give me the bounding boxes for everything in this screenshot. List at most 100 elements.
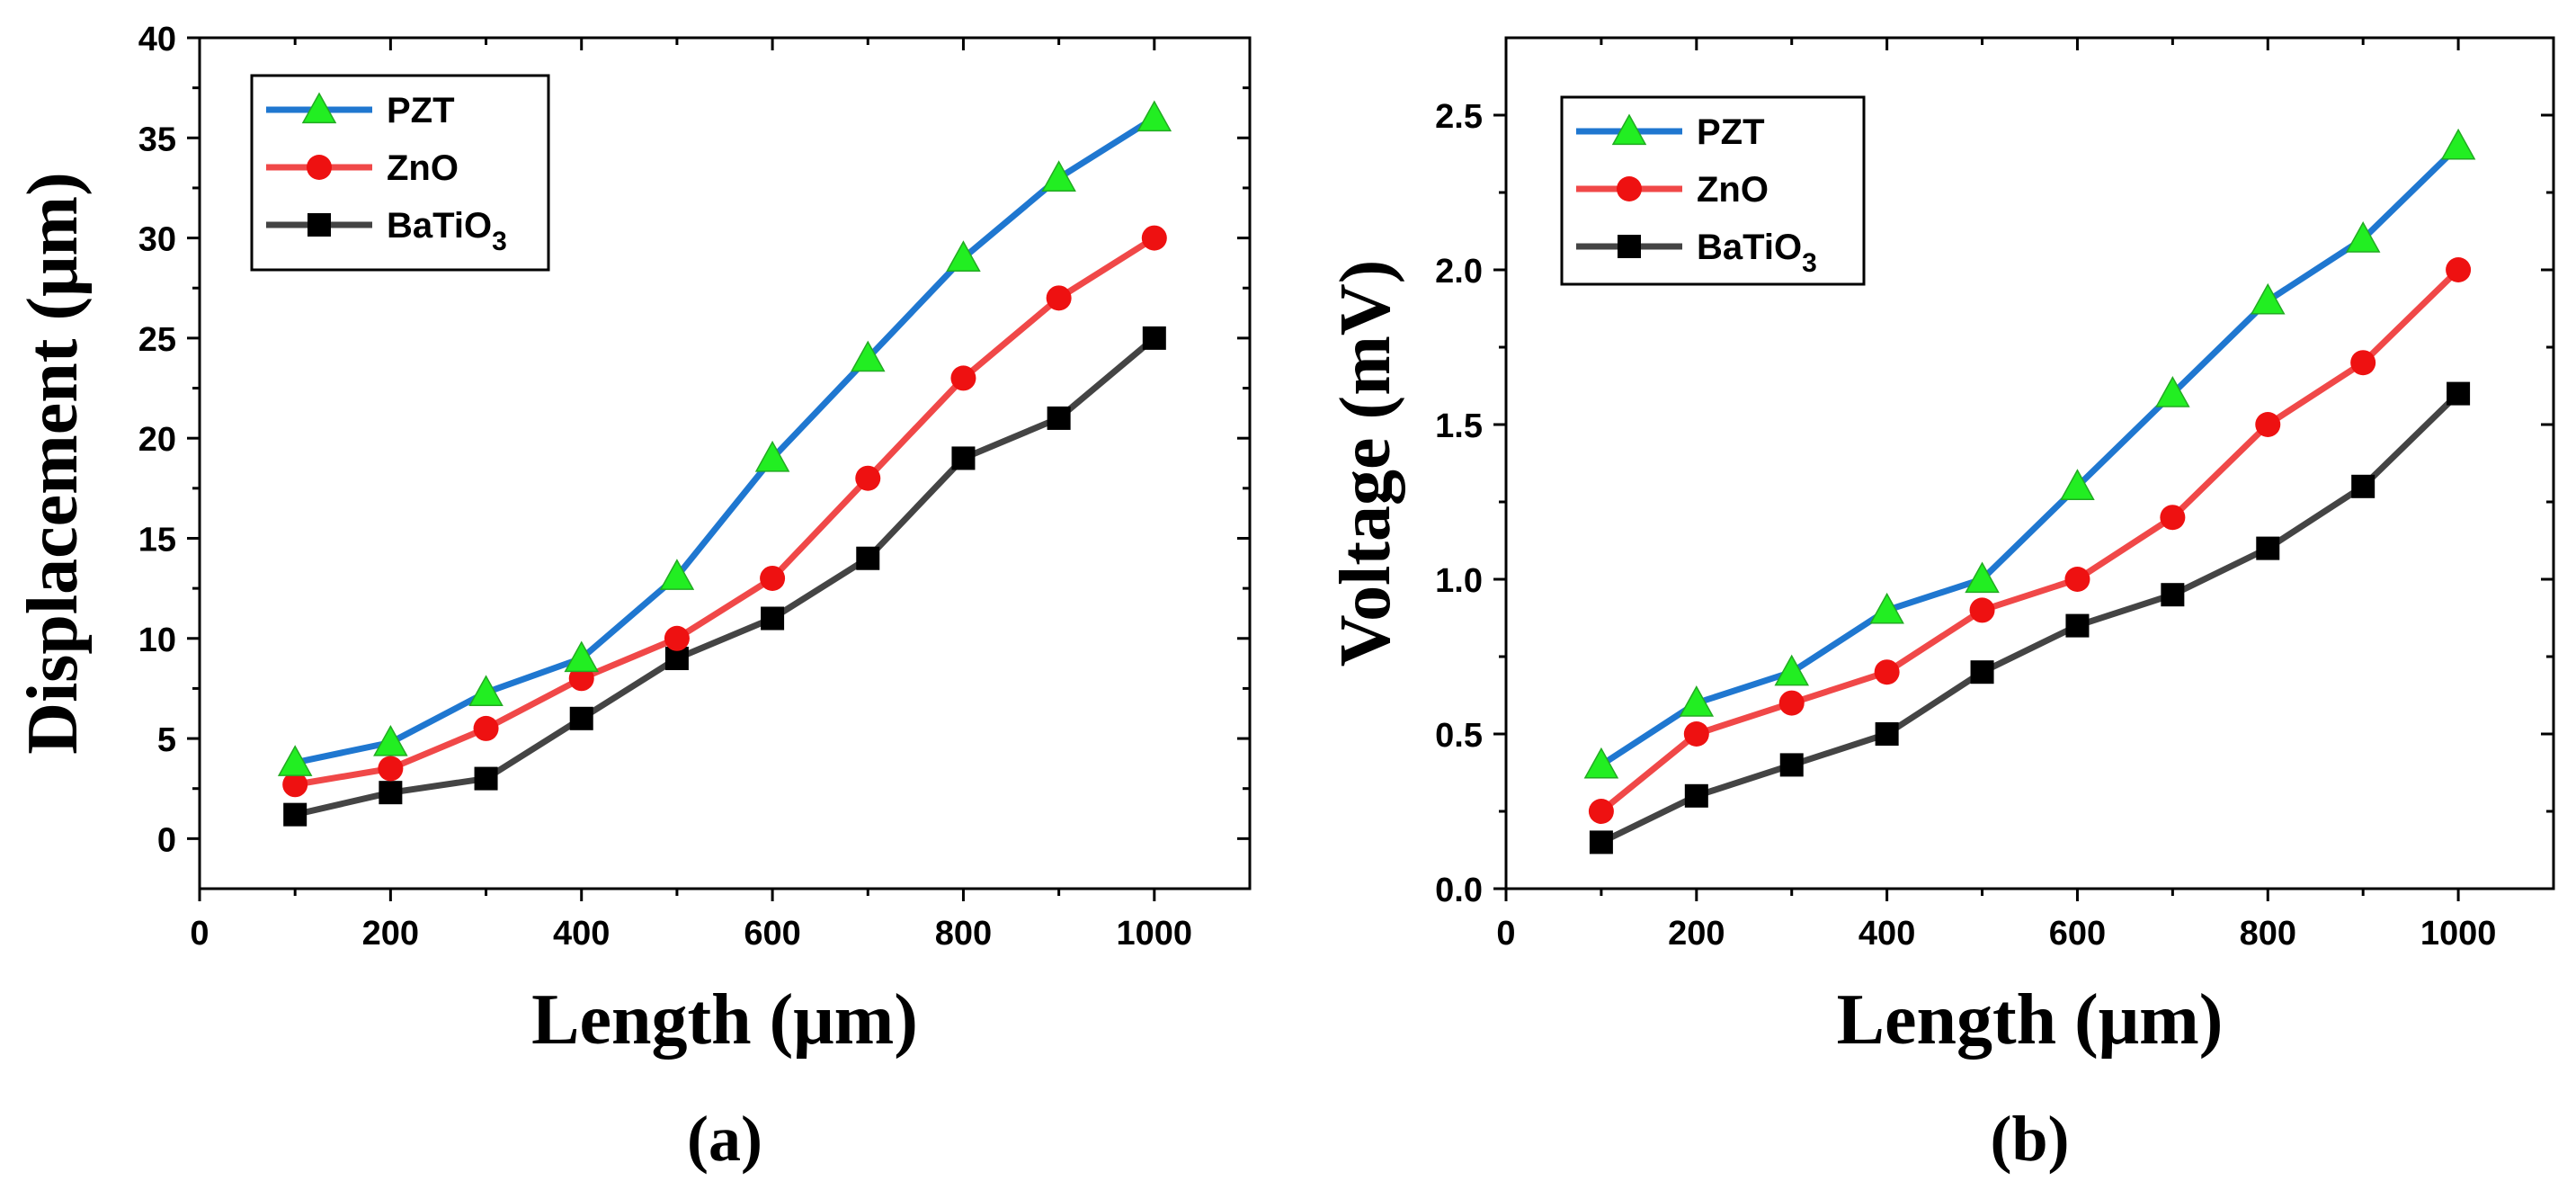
data-point — [473, 715, 499, 741]
series-line — [1600, 143, 2461, 768]
legend-label: PZT — [1697, 112, 1765, 152]
plot-frame — [1504, 36, 2555, 890]
data-point — [282, 772, 308, 798]
series-line — [1600, 391, 2461, 846]
series-zno — [282, 225, 1167, 798]
series-line — [294, 336, 1157, 819]
series-line — [294, 235, 1156, 788]
data-point — [1874, 659, 1900, 685]
data-point — [1589, 830, 1613, 854]
y-tick-label: 2.0 — [1435, 253, 1483, 291]
data-point — [856, 546, 880, 570]
data-point — [1970, 660, 1994, 684]
data-point — [1965, 561, 2000, 594]
data-point — [2161, 583, 2185, 607]
x-tick-label: 200 — [362, 915, 419, 953]
data-point — [2256, 536, 2280, 560]
y-tick-label: 1.5 — [1435, 407, 1483, 445]
series-line — [294, 115, 1156, 766]
data-point — [1583, 747, 1619, 779]
chart-panel-b: 0 200 400 600 800 1000 0.0 0.5 1.0 1.5 2.0 2.5 Lengt… — [1326, 36, 2555, 1175]
data-point — [1779, 753, 1804, 777]
data-point — [468, 675, 504, 707]
y-tick-label: 1.0 — [1435, 562, 1483, 600]
series-line — [1599, 267, 2461, 814]
x-axis-title: Length (μm) — [531, 980, 918, 1060]
x-tick-label: 800 — [935, 915, 992, 953]
legend-label-main: PZT — [387, 91, 455, 130]
x-tick-label: 800 — [2240, 915, 2296, 953]
data-point — [760, 565, 786, 591]
y-tick-label: 0.5 — [1435, 717, 1483, 755]
data-point — [1869, 592, 1904, 624]
data-point — [373, 724, 408, 756]
data-point — [277, 745, 313, 776]
legend-marker — [307, 155, 332, 180]
plot-frame — [198, 36, 1252, 890]
data-point — [1778, 690, 1805, 716]
x-tick-label: 0 — [1496, 915, 1515, 953]
legend-label: ZnO — [387, 148, 459, 188]
data-point — [379, 781, 403, 805]
data-point — [1683, 721, 1709, 747]
legend-label: BaTiO3 — [1697, 228, 1817, 278]
x-tick-label: 400 — [553, 915, 610, 953]
data-point — [2160, 505, 2186, 531]
y-tick-label: 5 — [157, 721, 176, 759]
legend-marker — [308, 213, 331, 237]
chart-panel-a: 0 200 400 600 800 1000 0 5 10 15 20 25 30 35 40 Length … — [13, 21, 1252, 1175]
data-point — [1969, 597, 1995, 623]
data-point — [1142, 326, 1166, 350]
series-batio3 — [1589, 381, 2471, 854]
data-point — [2065, 613, 2090, 638]
data-point — [2351, 474, 2375, 498]
x-tick-label: 0 — [190, 915, 209, 953]
y-tick-label: 0 — [157, 821, 176, 859]
legend-label: ZnO — [1697, 170, 1769, 210]
series-pzt — [277, 100, 1172, 776]
panel-label: (a) — [687, 1103, 762, 1175]
data-point — [761, 606, 785, 631]
data-point — [1047, 406, 1071, 430]
data-point — [850, 340, 886, 372]
legend-label: PZT — [387, 91, 455, 130]
data-point — [1136, 100, 1172, 132]
data-point — [1588, 799, 1614, 824]
x-tick-label: 600 — [744, 915, 800, 953]
series-zno — [1588, 257, 2472, 824]
data-point — [2250, 282, 2286, 315]
y-tick-label: 40 — [138, 21, 176, 58]
data-point — [2440, 128, 2476, 160]
data-point — [754, 440, 790, 472]
data-point — [1684, 783, 1708, 808]
legend-label-main: BaTiO — [1697, 228, 1802, 267]
data-point — [659, 559, 695, 590]
data-point — [2447, 381, 2471, 406]
data-point — [946, 240, 981, 272]
data-point — [1679, 685, 1715, 717]
y-tick-label: 0.0 — [1435, 872, 1483, 909]
data-point — [2064, 567, 2090, 592]
x-axis-title: Length (μm) — [1837, 980, 2224, 1060]
data-point — [2255, 412, 2281, 437]
data-point — [2446, 257, 2472, 282]
series-pzt — [1583, 128, 2476, 779]
data-point — [855, 465, 881, 491]
data-point — [564, 640, 600, 673]
legend-label-main: PZT — [1697, 112, 1765, 152]
data-point — [2345, 221, 2381, 253]
data-point — [950, 365, 976, 391]
legend-marker — [1617, 176, 1642, 201]
legend-label-main: BaTiO — [387, 206, 492, 246]
data-point — [474, 766, 498, 791]
y-tick-label: 30 — [138, 221, 176, 259]
data-point — [1046, 285, 1072, 311]
y-axis-title: Displacement (μm) — [13, 172, 93, 754]
panel-label: (b) — [1991, 1103, 2070, 1175]
legend-marker — [1618, 235, 1641, 258]
data-point — [1041, 160, 1076, 192]
data-point — [664, 625, 690, 651]
x-tick-label: 400 — [1858, 915, 1915, 953]
legend: PZT ZnO BaTiO3 — [1560, 95, 1866, 286]
